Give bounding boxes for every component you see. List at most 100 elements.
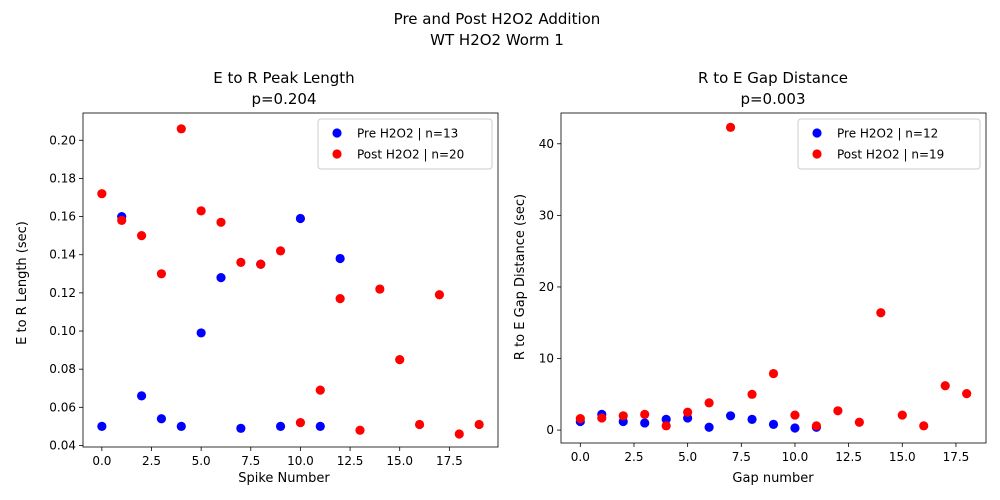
right-series-post-point bbox=[962, 389, 972, 399]
left-series-post-point bbox=[434, 290, 445, 300]
left-x-tick-label: 2.5 bbox=[142, 454, 161, 468]
right-series-post-point bbox=[640, 409, 650, 419]
right-y-tick-label: 30 bbox=[539, 208, 554, 222]
right-series-pre-point bbox=[704, 422, 714, 432]
left-legend-label-pre: Pre H2O2 | n=13 bbox=[357, 127, 458, 141]
left-series-pre-point bbox=[315, 421, 325, 431]
right-series-post-point bbox=[618, 411, 628, 421]
left-series-pre-point bbox=[295, 213, 306, 224]
left-series-post-point bbox=[375, 284, 385, 294]
left-series-post-point bbox=[216, 217, 226, 227]
left-series-post-point bbox=[295, 417, 306, 428]
left-series-post-point bbox=[136, 231, 147, 241]
right-series-post-point bbox=[811, 421, 822, 431]
right-series-post-point bbox=[876, 308, 886, 318]
right-series-pre-point bbox=[661, 414, 671, 424]
right-y-tick-label: 0 bbox=[546, 423, 554, 437]
left-series-pre-point bbox=[136, 391, 147, 401]
right-series-post-point bbox=[683, 407, 693, 417]
left-series-post-point bbox=[117, 215, 127, 225]
left-series-post-point bbox=[454, 429, 464, 439]
right-series-post-point bbox=[897, 410, 907, 420]
right-x-tick-label: 17.5 bbox=[943, 450, 970, 464]
right-series-post-point bbox=[597, 413, 607, 423]
left-y-tick-label: 0.16 bbox=[49, 210, 76, 224]
right-chart-title-line-1: R to E Gap Distance bbox=[698, 69, 848, 87]
left-x-tick-label: 5.0 bbox=[192, 454, 211, 468]
left-chart-title-line-2: p=0.204 bbox=[251, 90, 316, 108]
left-series-post-point bbox=[176, 124, 186, 134]
left-scatter-panel: E to R Peak Length p=0.204 Spike Number … bbox=[15, 69, 499, 486]
right-series-post-point bbox=[833, 406, 843, 416]
left-legend bbox=[317, 118, 493, 170]
left-series-post-point bbox=[236, 257, 246, 267]
left-x-tick-label: 15.0 bbox=[386, 454, 413, 468]
right-series-pre-point bbox=[640, 418, 650, 428]
left-series-post-point bbox=[156, 269, 167, 279]
left-series-post-point bbox=[256, 259, 266, 269]
right-series-pre-point bbox=[747, 414, 757, 424]
right-series-pre-point bbox=[725, 411, 736, 421]
left-series-pre-point bbox=[275, 421, 286, 431]
left-series-pre-point bbox=[196, 328, 206, 338]
left-series-pre-point bbox=[97, 421, 107, 431]
right-legend-label-pre: Pre H2O2 | n=12 bbox=[837, 127, 938, 141]
left-y-tick-label: 0.18 bbox=[49, 171, 76, 185]
left-legend-marker-pre bbox=[332, 128, 342, 138]
right-chart-title-line-2: p=0.003 bbox=[740, 90, 805, 108]
right-series-post-point bbox=[919, 421, 929, 431]
left-y-tick-label: 0.20 bbox=[49, 133, 76, 147]
left-y-tick-label: 0.08 bbox=[49, 362, 76, 376]
left-series-pre-point bbox=[156, 414, 167, 424]
right-series-post-point bbox=[575, 414, 585, 424]
left-x-tick-label: 17.5 bbox=[436, 454, 463, 468]
right-series-post-point bbox=[790, 410, 800, 420]
left-y-tick-label: 0.14 bbox=[49, 248, 76, 262]
right-x-tick-label: 2.5 bbox=[624, 450, 643, 464]
right-x-tick-label: 15.0 bbox=[889, 450, 916, 464]
right-x-tick-label: 12.5 bbox=[835, 450, 862, 464]
left-y-tick-label: 0.06 bbox=[49, 400, 76, 414]
left-legend-label-post: Post H2O2 | n=20 bbox=[357, 148, 464, 162]
right-y-tick-label: 40 bbox=[539, 137, 554, 151]
right-series-pre-point bbox=[790, 423, 800, 433]
right-x-tick-label: 5.0 bbox=[678, 450, 697, 464]
right-y-tick-label: 10 bbox=[539, 352, 554, 366]
right-y-tick-label: 20 bbox=[539, 280, 554, 294]
right-series-post-point bbox=[704, 398, 714, 408]
left-series-pre-point bbox=[335, 253, 345, 264]
right-x-tick-label: 10.0 bbox=[782, 450, 809, 464]
left-series-post-point bbox=[275, 246, 286, 256]
left-series-post-point bbox=[315, 385, 325, 395]
left-series-post-point bbox=[414, 419, 425, 430]
left-x-tick-label: 12.5 bbox=[337, 454, 364, 468]
right-series-post-point bbox=[854, 417, 864, 427]
left-plot-frame bbox=[82, 112, 499, 448]
left-x-tick-label: 0.0 bbox=[92, 454, 111, 468]
right-legend bbox=[797, 118, 981, 170]
right-series-post-point bbox=[940, 381, 950, 391]
left-series-post-point bbox=[97, 189, 107, 199]
left-series-post-point bbox=[395, 355, 405, 365]
right-series-post-point bbox=[747, 389, 757, 399]
left-y-tick-label: 0.12 bbox=[49, 286, 76, 300]
left-y-tick-label: 0.04 bbox=[49, 438, 76, 452]
suptitle-line-1: Pre and Post H2O2 Addition bbox=[394, 10, 601, 28]
right-legend-label-post: Post H2O2 | n=19 bbox=[837, 148, 944, 162]
right-series-post-point bbox=[725, 122, 736, 132]
right-series-post-point bbox=[768, 368, 779, 379]
left-x-axis-label: Spike Number bbox=[238, 471, 330, 486]
right-plot-frame bbox=[560, 112, 987, 444]
left-y-axis-label: E to R Length (sec) bbox=[15, 221, 30, 345]
right-scatter-panel: R to E Gap Distance p=0.003 Gap number R… bbox=[513, 69, 987, 486]
right-x-tick-label: 7.5 bbox=[732, 450, 751, 464]
right-series-pre-point bbox=[768, 419, 779, 429]
right-legend-marker-pre bbox=[812, 128, 822, 138]
left-y-tick-label: 0.10 bbox=[49, 324, 76, 338]
left-series-post-point bbox=[474, 419, 484, 430]
left-legend-marker-post bbox=[332, 149, 342, 159]
left-chart-title-line-1: E to R Peak Length bbox=[213, 69, 354, 87]
right-y-axis-label: R to E Gap Distance (sec) bbox=[513, 194, 528, 360]
